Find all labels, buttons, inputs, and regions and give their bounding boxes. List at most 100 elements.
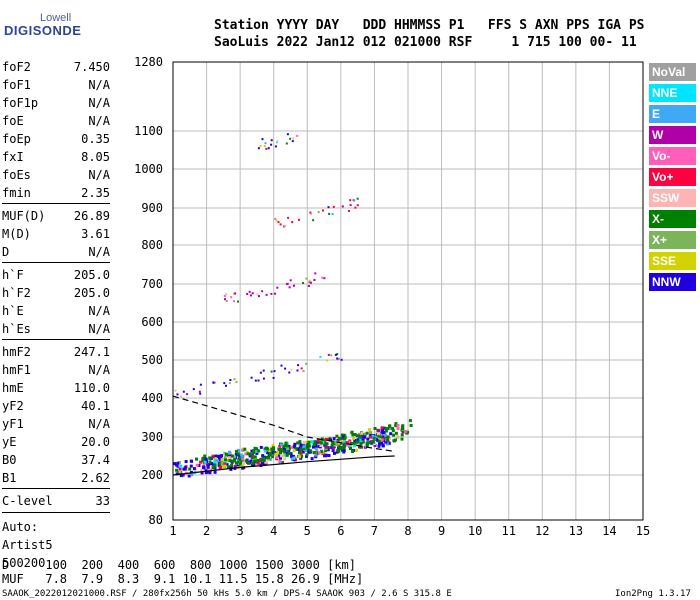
echo-point bbox=[186, 393, 189, 396]
param-label: foEp bbox=[2, 132, 31, 146]
echo-point bbox=[266, 451, 269, 454]
y-tick-label: 400 bbox=[141, 391, 163, 405]
echo-point bbox=[332, 437, 336, 441]
param-separator bbox=[2, 512, 110, 513]
echo-point bbox=[258, 295, 260, 298]
echo-point bbox=[331, 440, 335, 444]
echo-point bbox=[305, 362, 308, 365]
echo-point bbox=[230, 463, 234, 467]
param-value: 110.0 bbox=[73, 381, 110, 395]
echo-point bbox=[257, 449, 261, 453]
legend-entry-nne: NNE bbox=[649, 84, 696, 102]
echo-point bbox=[275, 219, 278, 222]
echo-point bbox=[280, 364, 283, 367]
echo-point bbox=[207, 468, 211, 471]
header-line2: SaoLuis 2022 Jan12 012 021000 RSF 1 715 … bbox=[214, 35, 637, 50]
echo-point bbox=[389, 432, 393, 436]
x-tick-label: 11 bbox=[501, 524, 515, 538]
echo-point bbox=[353, 199, 356, 202]
echo-point bbox=[291, 140, 294, 143]
echo-point bbox=[274, 453, 278, 456]
echo-point bbox=[309, 440, 313, 444]
echo-point bbox=[199, 460, 203, 464]
x-tick-label: 12 bbox=[535, 524, 549, 538]
echo-point bbox=[176, 464, 180, 468]
echo-point bbox=[351, 450, 354, 453]
echo-point bbox=[386, 427, 390, 430]
echo-point bbox=[233, 459, 236, 463]
echo-point bbox=[242, 461, 245, 465]
echo-point bbox=[174, 389, 177, 392]
param-row: foE N/A bbox=[2, 112, 110, 130]
echo-point bbox=[292, 456, 296, 460]
echo-point bbox=[383, 426, 387, 430]
echo-point bbox=[279, 448, 283, 451]
echo-point bbox=[228, 382, 231, 385]
echo-point bbox=[381, 435, 385, 439]
param-value: 3.61 bbox=[81, 227, 110, 241]
echo-point bbox=[236, 452, 240, 456]
echo-point bbox=[307, 450, 311, 454]
echo-point bbox=[262, 462, 265, 466]
autoscaling-line2: Artist5 bbox=[2, 538, 53, 552]
echo-point bbox=[355, 434, 359, 438]
echo-point bbox=[286, 447, 289, 451]
header-line1: Station YYYY DAY DDD HHMMSS P1 FFS S AXN… bbox=[214, 18, 645, 33]
echo-point bbox=[265, 456, 269, 460]
param-row: h`F2 205.0 bbox=[2, 284, 110, 302]
echo-point bbox=[285, 453, 289, 457]
echo-point bbox=[236, 464, 240, 468]
echo-point bbox=[300, 454, 304, 458]
echo-point bbox=[341, 448, 344, 452]
echo-point bbox=[369, 435, 373, 439]
echo-point bbox=[353, 444, 357, 448]
echo-point bbox=[287, 447, 291, 450]
echo-point bbox=[223, 455, 227, 459]
echo-point bbox=[304, 449, 308, 453]
echo-point bbox=[251, 453, 255, 457]
x-tick-label: 13 bbox=[569, 524, 583, 538]
echo-point bbox=[235, 380, 238, 383]
echo-point bbox=[331, 449, 335, 453]
echo-point bbox=[199, 392, 202, 395]
echo-point bbox=[253, 459, 257, 463]
param-value: 247.1 bbox=[73, 345, 110, 359]
echo-point bbox=[288, 371, 291, 374]
echo-point bbox=[282, 450, 286, 453]
echo-point bbox=[286, 283, 289, 286]
echo-point bbox=[190, 459, 194, 463]
echo-point bbox=[327, 454, 331, 457]
y-tick-label: 1000 bbox=[134, 162, 163, 176]
echo-point bbox=[250, 456, 254, 460]
echo-point bbox=[363, 432, 367, 436]
echo-point bbox=[319, 441, 323, 445]
param-row: fmin 2.35 bbox=[2, 184, 110, 202]
echo-point bbox=[325, 442, 329, 446]
autoscaling-line1: Auto: bbox=[2, 520, 39, 534]
param-value: 8.05 bbox=[81, 150, 110, 164]
echo-point bbox=[327, 353, 330, 356]
echo-point bbox=[373, 442, 376, 446]
echo-point bbox=[230, 459, 233, 463]
echo-point bbox=[298, 440, 302, 444]
echo-point bbox=[232, 292, 235, 295]
echo-point bbox=[406, 430, 410, 434]
profile-curve-solid bbox=[172, 455, 395, 476]
echo-point bbox=[307, 448, 311, 452]
echo-point bbox=[283, 225, 286, 228]
param-value: N/A bbox=[88, 322, 110, 336]
x-tick-label: 15 bbox=[636, 524, 650, 538]
echo-point bbox=[272, 446, 275, 450]
echo-point bbox=[268, 457, 272, 461]
echo-point bbox=[359, 440, 363, 444]
param-row: M(D) 3.61 bbox=[2, 225, 110, 243]
echo-point bbox=[368, 440, 372, 444]
echo-point bbox=[234, 292, 237, 295]
echo-point bbox=[265, 147, 268, 150]
echo-point bbox=[319, 355, 322, 358]
echo-point bbox=[310, 213, 313, 216]
echo-point bbox=[235, 449, 238, 453]
software-version: Ion2Png 1.3.17 bbox=[615, 589, 691, 599]
param-row: foF2 7.450 bbox=[2, 58, 110, 76]
x-tick-label: 5 bbox=[304, 524, 311, 538]
